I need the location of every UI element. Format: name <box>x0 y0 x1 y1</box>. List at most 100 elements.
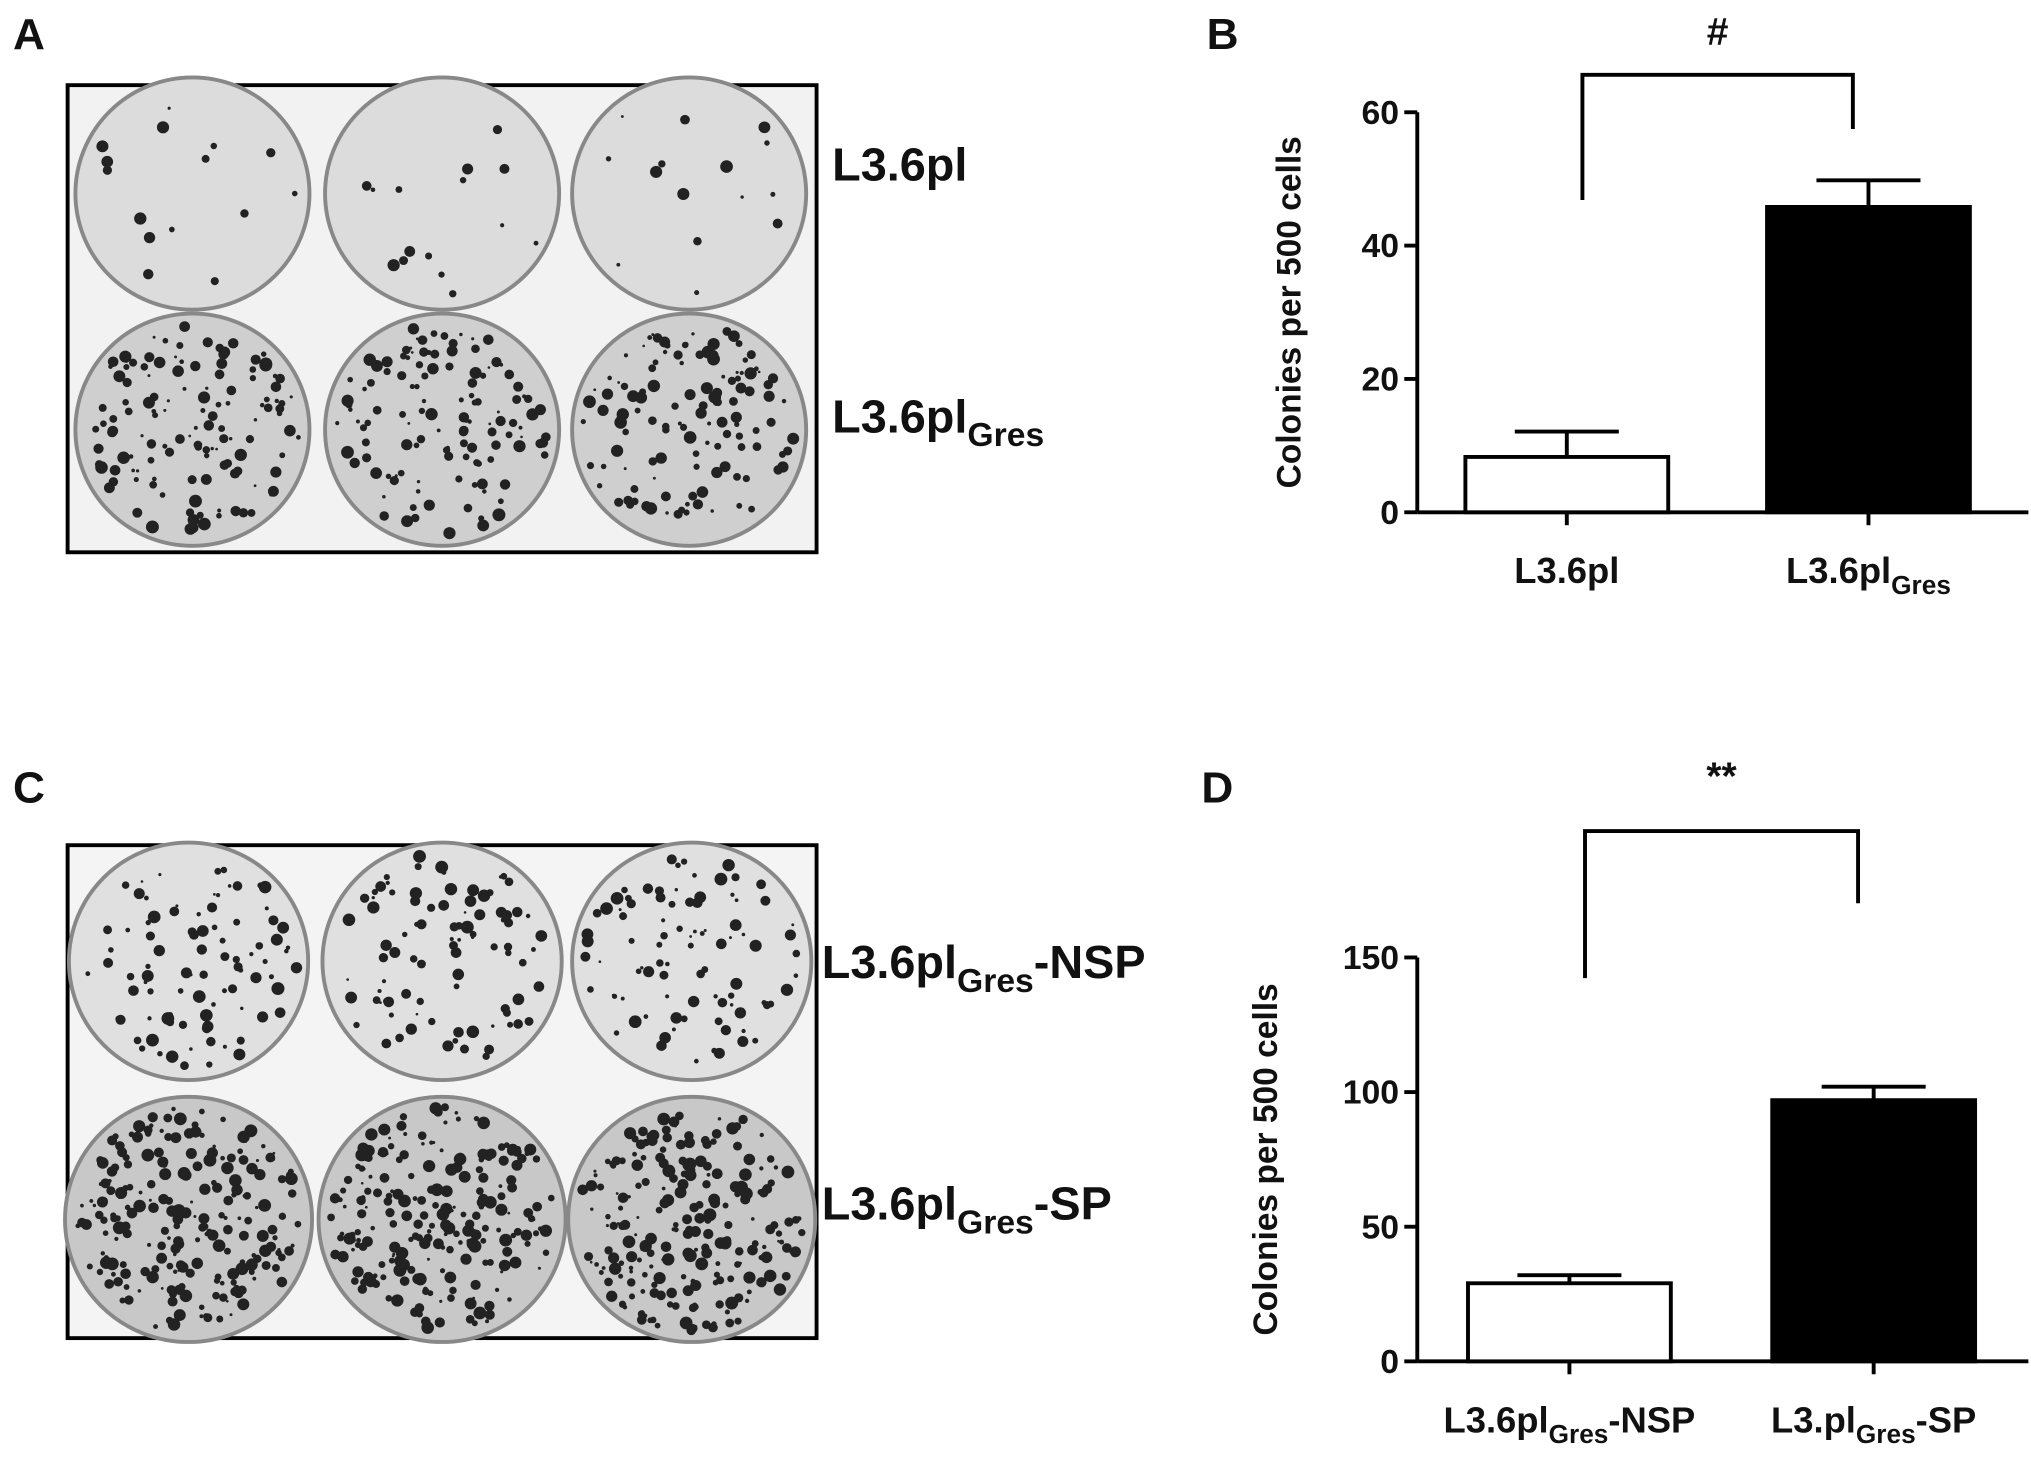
colony <box>593 1173 598 1178</box>
colony <box>608 1252 620 1264</box>
colony <box>500 1270 504 1274</box>
colony <box>724 1220 733 1230</box>
y-tick-label: 0 <box>1380 1344 1399 1381</box>
colony <box>626 1251 638 1263</box>
colony <box>728 330 740 342</box>
colony <box>124 407 133 416</box>
y-tick-label: 20 <box>1361 362 1399 399</box>
colony <box>756 1277 767 1288</box>
colony <box>417 335 428 345</box>
colony <box>636 1315 647 1325</box>
colony <box>484 1044 495 1055</box>
colony <box>100 420 107 428</box>
colony <box>356 1195 366 1206</box>
colony <box>477 1116 490 1130</box>
colony <box>232 955 240 964</box>
colony <box>255 1159 260 1163</box>
colony <box>220 1155 225 1161</box>
colony <box>673 350 683 360</box>
colony <box>662 1133 672 1143</box>
colony <box>290 1243 295 1248</box>
colony <box>271 1263 280 1272</box>
colony <box>388 1012 394 1018</box>
colony <box>233 1048 246 1061</box>
colony <box>192 1161 203 1172</box>
label-part: L3.6pl <box>832 390 967 442</box>
colony <box>219 1280 225 1286</box>
colony <box>345 991 358 1004</box>
colony <box>252 1276 257 1281</box>
colony <box>198 1304 205 1310</box>
colony <box>191 1121 199 1129</box>
colony <box>739 370 744 376</box>
colony <box>93 443 104 454</box>
colony <box>223 1224 233 1235</box>
colony <box>92 425 100 433</box>
colony <box>487 456 495 463</box>
colony <box>481 1224 489 1232</box>
colony <box>695 1257 709 1271</box>
colony <box>385 880 390 886</box>
subscript: Gres <box>957 1204 1034 1241</box>
colony <box>476 1187 484 1195</box>
colony <box>188 434 192 438</box>
colony <box>174 355 178 359</box>
colony <box>230 1287 240 1297</box>
colony <box>81 1219 92 1230</box>
colony <box>430 1183 444 1197</box>
colony <box>510 1232 517 1239</box>
colony <box>665 994 670 999</box>
colony <box>671 1227 676 1232</box>
colony <box>624 894 632 902</box>
colony <box>422 1286 429 1292</box>
colony <box>119 1261 127 1269</box>
colony <box>695 407 707 419</box>
colony <box>744 1298 750 1304</box>
colony <box>272 373 278 379</box>
colony <box>346 978 349 981</box>
colony <box>390 1189 394 1194</box>
colony <box>480 1237 487 1244</box>
colony <box>421 1142 425 1146</box>
label: L3.6plGres-SP <box>822 1178 1112 1242</box>
colony <box>274 1007 286 1018</box>
colony <box>760 1251 773 1264</box>
colony <box>483 1151 492 1161</box>
colony <box>151 1265 160 1273</box>
colony <box>349 1231 356 1238</box>
colony <box>342 913 356 927</box>
colony <box>377 988 382 994</box>
colony <box>440 332 449 340</box>
colony <box>337 1251 349 1263</box>
colony <box>730 411 742 423</box>
colony <box>383 368 391 376</box>
colony <box>635 968 642 975</box>
colony <box>614 497 624 507</box>
colony <box>610 1162 617 1169</box>
colony <box>453 1026 464 1038</box>
colony <box>193 425 198 430</box>
colony <box>207 411 218 421</box>
colony <box>164 1133 173 1142</box>
colony <box>721 374 726 379</box>
colony <box>626 1278 636 1287</box>
colony <box>340 1187 347 1194</box>
colony <box>375 881 387 892</box>
colony <box>119 1297 126 1304</box>
colony <box>176 342 184 350</box>
colony <box>236 1036 245 1045</box>
bar <box>1466 1281 1673 1364</box>
colony <box>382 494 386 499</box>
colony <box>594 1262 599 1267</box>
colony <box>106 1166 118 1177</box>
colony <box>742 474 750 483</box>
colony <box>734 1187 742 1195</box>
colony <box>643 1313 648 1318</box>
colony <box>640 1154 647 1161</box>
colony <box>102 1230 109 1236</box>
colony <box>492 508 506 522</box>
colony <box>734 898 739 903</box>
colony <box>483 334 494 345</box>
colony <box>125 927 131 933</box>
colony <box>372 405 382 415</box>
